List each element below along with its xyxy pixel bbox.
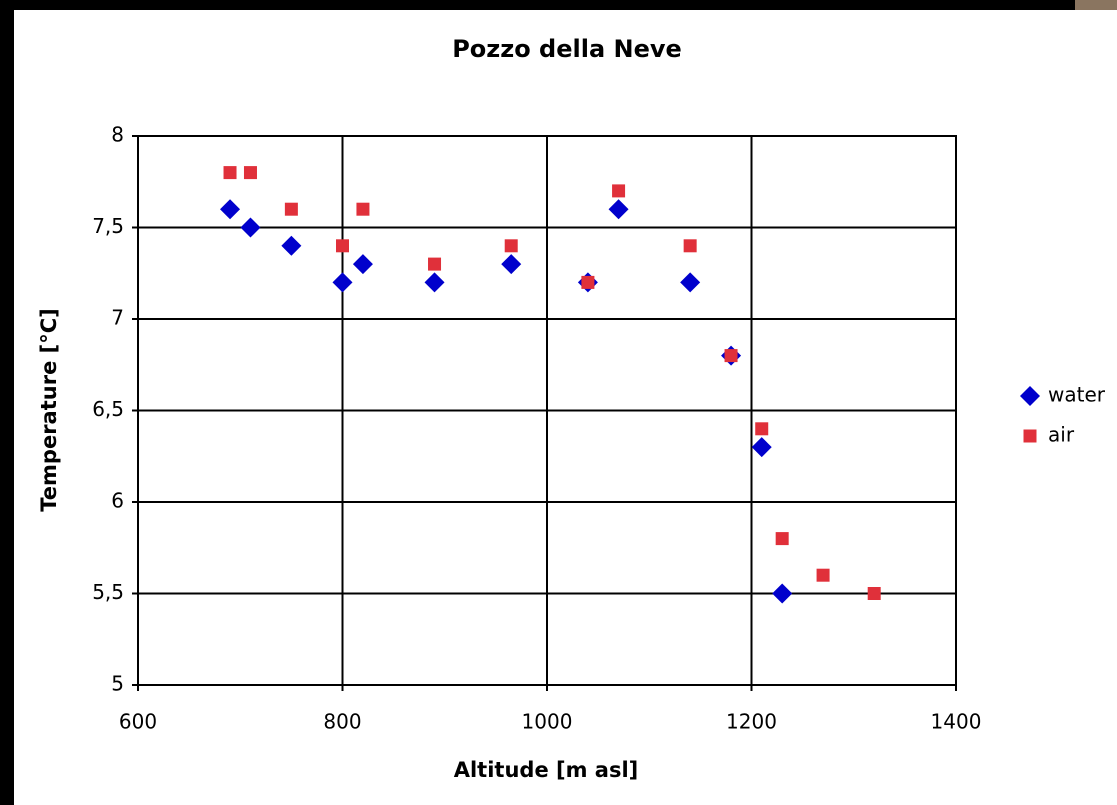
x-tick-label: 1000 xyxy=(522,710,573,734)
point xyxy=(220,199,241,220)
y-tick-label: 7 xyxy=(111,306,124,330)
chart-background xyxy=(14,10,1117,805)
plot-border xyxy=(137,135,957,686)
legend-marker xyxy=(1020,386,1040,406)
point xyxy=(281,235,302,256)
point xyxy=(424,272,445,293)
y-tick-label: 6,5 xyxy=(92,397,124,421)
point xyxy=(223,166,237,180)
point xyxy=(332,272,353,293)
legend-marker xyxy=(1023,429,1037,443)
point xyxy=(724,349,738,363)
point xyxy=(428,257,442,271)
y-tick-label: 8 xyxy=(111,123,124,147)
point xyxy=(581,275,595,289)
point xyxy=(608,199,629,220)
point xyxy=(772,583,793,604)
y-tick-label: 5 xyxy=(111,672,124,696)
y-tick-label: 5,5 xyxy=(92,580,124,604)
x-tick-label: 1400 xyxy=(931,710,982,734)
x-tick-label: 800 xyxy=(323,710,361,734)
point xyxy=(755,422,769,436)
point xyxy=(243,166,257,180)
point xyxy=(751,437,772,458)
point xyxy=(775,532,789,546)
point xyxy=(612,184,626,198)
point xyxy=(501,254,522,275)
point xyxy=(867,587,881,600)
x-tick-label: 1200 xyxy=(726,710,777,734)
point xyxy=(352,254,373,275)
point xyxy=(683,239,697,253)
point xyxy=(356,202,370,216)
point xyxy=(336,239,349,253)
x-axis-title: Altitude [m asl] xyxy=(454,758,639,782)
photo-fragment xyxy=(1075,0,1117,10)
point xyxy=(240,217,261,238)
chart-title: Pozzo della Neve xyxy=(452,35,682,63)
point xyxy=(680,272,701,293)
point xyxy=(284,202,298,216)
legend-label: water xyxy=(1048,383,1106,407)
point xyxy=(504,239,518,253)
y-axis-title: Temperature [°C] xyxy=(37,308,61,511)
x-tick-label: 600 xyxy=(119,710,157,734)
y-tick-label: 6 xyxy=(111,489,124,513)
y-tick-label: 7,5 xyxy=(92,214,124,238)
legend-label: air xyxy=(1048,423,1075,447)
point xyxy=(816,568,830,582)
